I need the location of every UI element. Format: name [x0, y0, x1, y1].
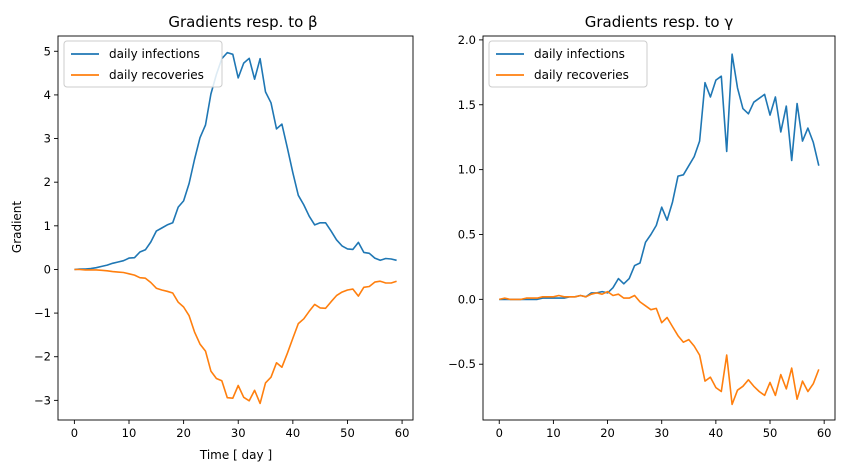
beta-y-tick-label: 1 — [44, 219, 51, 233]
beta-y-tick-label: 5 — [44, 44, 51, 58]
gamma-y-tick-label: 1.0 — [458, 163, 476, 177]
beta-x-tick-label: 10 — [122, 426, 137, 440]
beta-x-tick-label: 50 — [340, 426, 355, 440]
beta-legend-box — [63, 40, 223, 88]
gamma-series-line-infections — [499, 53, 820, 301]
beta-y-tick-label: 2 — [44, 175, 51, 189]
beta-y-tick-label: 0 — [44, 262, 51, 276]
gamma-x-tick-label: 40 — [709, 426, 724, 440]
beta-y-tick-label: 4 — [44, 88, 51, 102]
beta-series-line-recoveries — [74, 268, 397, 405]
gamma-legend-box — [488, 40, 648, 88]
beta-x-axis-label: Time [ day ] — [199, 448, 272, 462]
gamma-x-tick-label: 10 — [546, 426, 561, 440]
gamma-x-tick-label: 0 — [496, 426, 503, 440]
beta-chart-title: Gradients resp. to β — [168, 13, 317, 31]
gamma-x-tick-label: 60 — [817, 426, 832, 440]
beta-y-tick-label: 3 — [44, 132, 51, 146]
beta-legend-label-infections: daily infections — [109, 47, 200, 61]
gamma-series-line-recoveries — [499, 290, 820, 406]
beta-x-tick-label: 20 — [176, 426, 191, 440]
gamma-gradients-panel: Gradients resp. to γ 0 10 20 30 40 50 60 −0.5 0.… — [448, 13, 836, 440]
beta-axes-frame — [57, 35, 414, 421]
gamma-y-tick-label: 0.0 — [458, 292, 476, 306]
beta-y-axis-label: Gradient — [10, 201, 24, 254]
beta-x-tick-label: 60 — [395, 426, 410, 440]
beta-x-tick-label: 30 — [231, 426, 246, 440]
gamma-y-tick-label: 0.5 — [458, 227, 476, 241]
gamma-chart-title: Gradients resp. to γ — [585, 13, 734, 31]
beta-x-tick-label: 0 — [71, 426, 78, 440]
beta-gradients-panel: Gradients resp. to β Time [ day ] Gradie… — [10, 13, 414, 462]
beta-legend-label-recoveries: daily recoveries — [109, 68, 204, 82]
beta-x-tick-label: 40 — [286, 426, 301, 440]
gamma-y-tick-label: 2.0 — [458, 33, 476, 47]
gamma-plot-area: 0 10 20 30 40 50 60 −0.5 0.0 0.5 1.0 1.5 2.0 daily in… — [448, 33, 836, 440]
gamma-y-tick-label: −0.5 — [448, 357, 476, 371]
gamma-legend-label-recoveries: daily recoveries — [534, 68, 629, 82]
beta-y-tick-label: −3 — [34, 393, 51, 407]
gamma-x-tick-label: 50 — [763, 426, 778, 440]
gamma-axes-frame — [482, 35, 836, 421]
beta-y-tick-label: −1 — [34, 306, 51, 320]
gamma-legend-label-infections: daily infections — [534, 47, 625, 61]
beta-y-tick-label: −2 — [34, 350, 51, 364]
beta-series-line-infections — [74, 51, 397, 271]
beta-plot-area: 0 10 20 30 40 50 60 −3 −2 −1 0 1 2 3 4 5 daily infection… — [34, 35, 414, 440]
gamma-x-tick-label: 30 — [654, 426, 669, 440]
gamma-x-tick-label: 20 — [600, 426, 615, 440]
gamma-y-tick-label: 1.5 — [458, 98, 476, 112]
